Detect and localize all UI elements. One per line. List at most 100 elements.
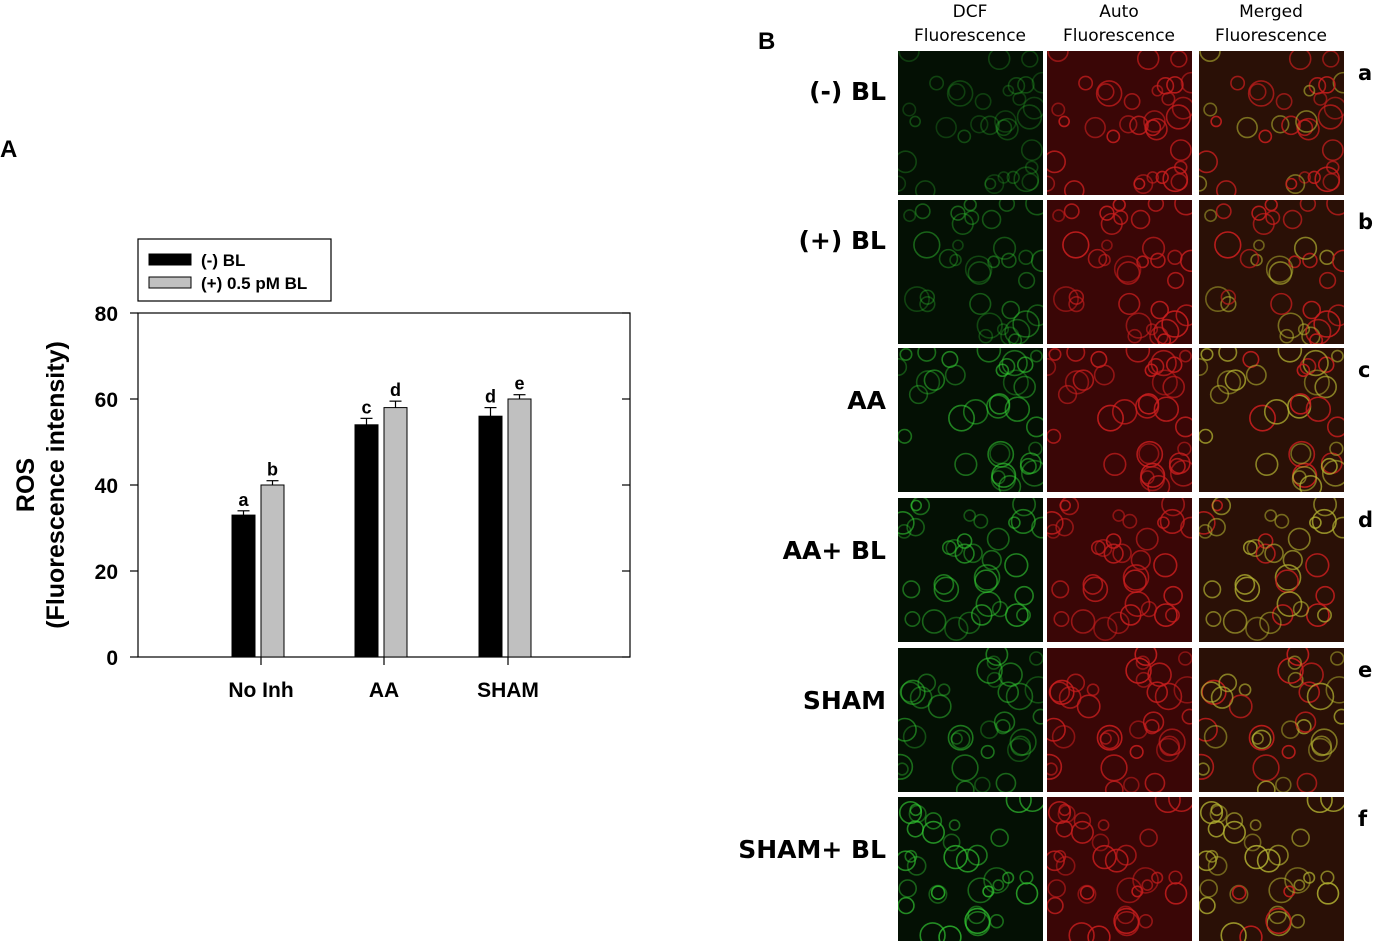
- cell: [1166, 76, 1184, 94]
- cell: [1068, 289, 1085, 305]
- cell: [1078, 75, 1094, 91]
- cell: [1264, 543, 1284, 564]
- cell: [1210, 686, 1234, 709]
- cell: [1305, 603, 1330, 627]
- cell: [986, 527, 1010, 551]
- cell: [1154, 682, 1183, 711]
- cell: [954, 452, 978, 476]
- cell: [1047, 850, 1065, 872]
- cell: [946, 80, 974, 107]
- cell: [1079, 885, 1095, 900]
- cell: [1163, 585, 1183, 606]
- significance-letter: c: [361, 397, 371, 417]
- cell: [898, 150, 917, 174]
- cell: [1320, 457, 1338, 475]
- cell: [1147, 200, 1165, 212]
- legend-entry: (+) 0.5 pM BL: [201, 274, 307, 293]
- cell: [909, 686, 933, 709]
- cell: [1104, 848, 1129, 873]
- cell: [988, 393, 1011, 415]
- cell: [1130, 209, 1151, 230]
- cell: [903, 209, 917, 223]
- cell: [1125, 312, 1152, 339]
- cell: [952, 239, 964, 252]
- cell: [949, 253, 962, 267]
- cell: [1291, 828, 1310, 848]
- panel-b-label: B: [758, 28, 776, 55]
- cell: [1327, 304, 1344, 327]
- cell: [1095, 80, 1123, 107]
- cell: [1259, 611, 1282, 635]
- cell: [1302, 349, 1329, 377]
- cell: [1288, 255, 1302, 269]
- cell: [1004, 553, 1029, 578]
- cell: [1256, 848, 1281, 873]
- cell: [1317, 607, 1332, 623]
- column-header-merged: Merged Fluorescence: [1196, 0, 1346, 48]
- micrograph-green: [898, 797, 1043, 941]
- cell: [1051, 580, 1070, 599]
- cell: [955, 848, 980, 873]
- cell: [1019, 797, 1043, 813]
- cell: [906, 517, 925, 537]
- cell: [1087, 925, 1111, 941]
- cell: [1087, 248, 1108, 269]
- cell: [955, 780, 975, 792]
- cell: [1130, 549, 1151, 571]
- y-axis-title: ROS(Fluorescence intensity): [12, 341, 70, 629]
- cell: [924, 812, 943, 830]
- cell: [1234, 574, 1256, 595]
- cell: [1010, 508, 1036, 535]
- cell: [1113, 255, 1142, 283]
- cell: [1218, 673, 1238, 693]
- cell: [1153, 318, 1180, 344]
- cell: [1024, 676, 1043, 704]
- bar: [231, 514, 256, 658]
- cell: [1321, 459, 1344, 487]
- cell: [919, 289, 936, 305]
- cell: [1073, 812, 1092, 830]
- cell: [997, 171, 1011, 184]
- cell: [1245, 364, 1267, 386]
- cell: [1001, 349, 1028, 377]
- cell: [904, 611, 921, 627]
- cell: [1107, 611, 1130, 635]
- cell: [975, 591, 1002, 617]
- cell: [1165, 607, 1180, 623]
- cell: [1308, 737, 1333, 763]
- cell: [1296, 363, 1311, 378]
- cell: [1151, 369, 1178, 396]
- cell: [1135, 527, 1159, 551]
- cell: [1321, 139, 1344, 162]
- cell: [1068, 922, 1095, 941]
- cell: [1047, 524, 1061, 539]
- cell: [1096, 724, 1123, 751]
- cell: [919, 295, 936, 313]
- cell: [1103, 452, 1127, 476]
- cell: [1265, 255, 1294, 283]
- cell: [1144, 363, 1159, 378]
- cell: [909, 115, 921, 128]
- micrograph-background: [898, 348, 1043, 492]
- micrograph-background: [1199, 200, 1344, 344]
- cell: [1020, 459, 1043, 487]
- bar: [260, 484, 285, 658]
- cell: [1295, 110, 1318, 133]
- cell: [1282, 549, 1303, 571]
- micrograph-red: [1047, 200, 1192, 344]
- cell: [930, 885, 946, 900]
- cell: [1255, 452, 1279, 476]
- cell: [1159, 508, 1185, 535]
- cell: [1306, 682, 1335, 711]
- cell: [1302, 300, 1322, 320]
- cell: [969, 292, 992, 316]
- cell: [1199, 762, 1210, 776]
- cell: [1199, 800, 1224, 825]
- cell: [935, 116, 957, 139]
- column-header-line1: Merged: [1239, 2, 1303, 22]
- cell: [1214, 231, 1242, 259]
- cell: [1013, 166, 1040, 193]
- cell: [1289, 393, 1312, 415]
- cell: [1329, 441, 1344, 456]
- y-tick-label: 20: [95, 561, 118, 584]
